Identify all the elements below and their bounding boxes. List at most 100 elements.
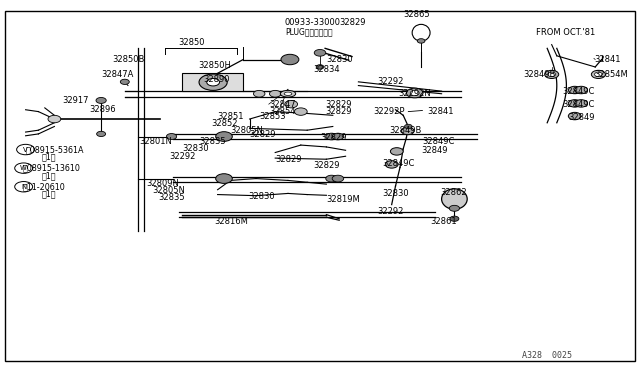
Text: 32849: 32849 [421, 146, 447, 155]
Text: 32829: 32829 [275, 155, 301, 164]
Text: 32829: 32829 [325, 107, 351, 116]
Text: 32835: 32835 [159, 193, 186, 202]
Circle shape [120, 79, 129, 84]
Polygon shape [508, 13, 634, 253]
Circle shape [326, 133, 337, 140]
Text: 32850H: 32850H [198, 61, 231, 70]
Text: W: W [20, 165, 27, 171]
Text: 32849: 32849 [568, 113, 595, 122]
Text: 32865: 32865 [403, 10, 430, 19]
Text: 32292: 32292 [170, 153, 196, 161]
Ellipse shape [442, 189, 467, 209]
Circle shape [207, 78, 220, 86]
Circle shape [97, 131, 106, 137]
Circle shape [216, 132, 232, 141]
Circle shape [316, 65, 324, 69]
Text: 32829: 32829 [314, 161, 340, 170]
Text: 32292N: 32292N [398, 89, 431, 98]
Text: 32805N: 32805N [230, 126, 263, 135]
Text: 32830: 32830 [182, 144, 209, 153]
Circle shape [326, 175, 337, 182]
Text: 32917: 32917 [63, 96, 89, 105]
Circle shape [253, 90, 265, 97]
Text: 32805N: 32805N [152, 186, 185, 195]
Circle shape [314, 49, 326, 56]
Text: 32854M: 32854M [594, 70, 628, 79]
Text: 32816M: 32816M [214, 217, 248, 226]
Circle shape [575, 86, 588, 94]
Text: 32829: 32829 [325, 100, 351, 109]
Text: ⓓ11-20610: ⓓ11-20610 [22, 182, 65, 191]
Text: N: N [21, 184, 26, 190]
Text: 32847A: 32847A [101, 70, 134, 79]
Text: 32850: 32850 [178, 38, 204, 47]
Text: 32830: 32830 [383, 189, 410, 198]
Circle shape [401, 127, 414, 135]
Text: 32849C: 32849C [562, 87, 595, 96]
Circle shape [390, 148, 403, 155]
Text: 32849C: 32849C [383, 159, 415, 168]
Text: （1）: （1） [42, 171, 56, 180]
Text: 32850B: 32850B [112, 55, 145, 64]
Text: （1）: （1） [42, 153, 56, 161]
Text: 32841: 32841 [594, 55, 620, 64]
Circle shape [404, 124, 412, 129]
Circle shape [15, 182, 33, 192]
Circle shape [548, 72, 556, 77]
Circle shape [595, 72, 602, 77]
Text: 32896: 32896 [90, 105, 116, 114]
Circle shape [15, 163, 33, 173]
Bar [182, 73, 243, 91]
Circle shape [450, 216, 459, 221]
Text: PLUGプラグ（１）: PLUGプラグ（１） [285, 27, 332, 36]
Ellipse shape [280, 90, 296, 97]
Circle shape [48, 115, 61, 123]
Text: 32851: 32851 [218, 112, 244, 121]
Circle shape [166, 134, 177, 140]
Text: 32292: 32292 [378, 77, 404, 86]
Text: 32849C: 32849C [562, 100, 595, 109]
Circle shape [568, 86, 581, 94]
Text: 32819M: 32819M [326, 195, 360, 203]
Text: Ⓥ08915-5361A: Ⓥ08915-5361A [26, 145, 84, 154]
Text: 32849B: 32849B [524, 70, 556, 79]
Circle shape [410, 90, 419, 96]
Text: 00933-33000: 00933-33000 [285, 18, 341, 27]
Text: 32853: 32853 [259, 112, 286, 121]
Circle shape [332, 133, 344, 140]
Circle shape [332, 175, 344, 182]
Circle shape [269, 90, 281, 97]
Text: 32829: 32829 [339, 18, 365, 27]
Text: FROM OCT.'81: FROM OCT.'81 [536, 28, 596, 37]
Circle shape [406, 88, 423, 98]
Text: 32292: 32292 [378, 207, 404, 216]
Text: 32849B: 32849B [389, 126, 422, 135]
Text: 32809N: 32809N [146, 179, 179, 187]
Text: 32841: 32841 [428, 107, 454, 116]
Circle shape [545, 70, 559, 78]
Ellipse shape [284, 92, 292, 95]
Text: 32829: 32829 [320, 133, 346, 142]
Circle shape [568, 100, 581, 107]
Text: 32847: 32847 [269, 100, 296, 109]
Text: 32862: 32862 [440, 188, 467, 197]
Circle shape [449, 205, 460, 211]
Circle shape [591, 70, 605, 78]
Text: 32835: 32835 [200, 137, 227, 146]
Text: V: V [23, 147, 28, 153]
Text: 32849C: 32849C [422, 137, 455, 146]
Text: A328  0025: A328 0025 [522, 351, 572, 360]
Text: 32830: 32830 [326, 55, 353, 64]
Circle shape [575, 100, 588, 107]
Circle shape [216, 174, 232, 183]
Circle shape [199, 74, 227, 90]
Circle shape [417, 39, 425, 43]
Text: 32829: 32829 [250, 130, 276, 139]
Text: 32801N: 32801N [140, 137, 172, 146]
Text: 32852: 32852 [211, 119, 237, 128]
Circle shape [96, 97, 106, 103]
Text: 32890: 32890 [204, 76, 230, 84]
Circle shape [294, 108, 307, 115]
Text: 32861: 32861 [431, 217, 458, 226]
Text: （1）: （1） [42, 190, 56, 199]
